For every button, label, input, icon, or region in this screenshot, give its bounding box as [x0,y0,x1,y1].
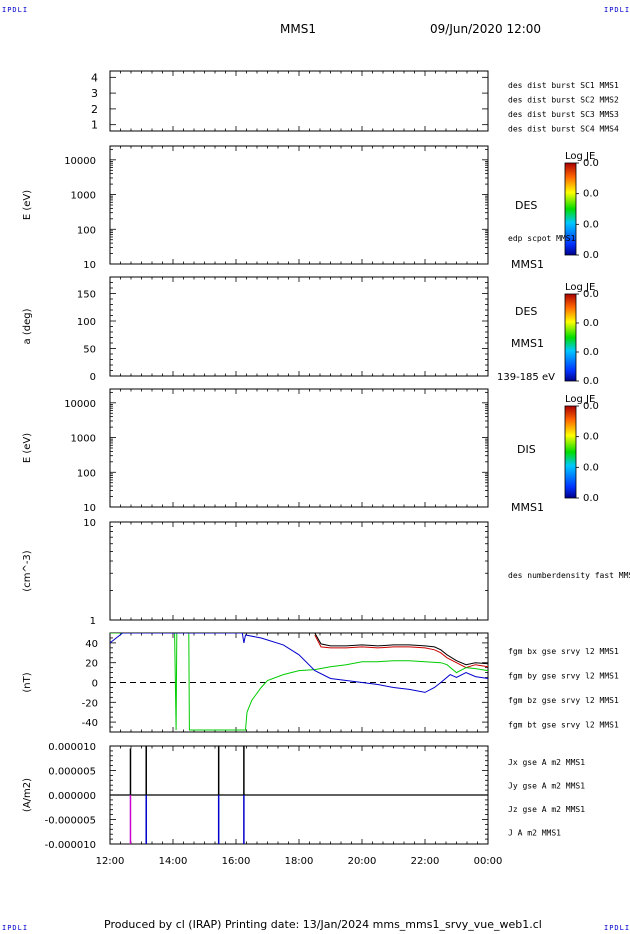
spacecraft-title: MMS1 [280,22,316,36]
date-title: 09/Jun/2020 12:00 [430,22,542,36]
time-tick-label: 18:00 [285,856,314,867]
fgm-ylabel: (nT) [22,672,33,692]
fgm-ytick-label: -40 [82,718,98,729]
des_pitch-ytick-label: 150 [77,290,96,301]
current-ylabel: (A/m2) [22,778,33,812]
density-ylabel: (cm^-3) [22,550,33,591]
fgm-legend-entry: fgm bt gse srvy l2 MMS1 [508,721,619,730]
current-ytick-label: 0.000000 [48,791,96,802]
des-pitch-label: DES [515,305,537,318]
des-energy-sc-label: MMS1 [511,258,544,271]
footer-credit: Produced by cl (IRAP) Printing date: 13/… [104,918,542,931]
density-panel [109,521,489,621]
current-legend-entry: Jy gse A m2 MMS1 [508,782,585,791]
current-ytick-label: -0.000010 [45,840,96,851]
fgm-legend-entry: fgm bx gse srvy l2 MMS1 [508,647,619,656]
colorbar-tick-label: 0.0 [583,219,599,230]
des_pitch-panel [109,276,489,377]
des_pitch-ytick-label: 100 [77,317,96,328]
colorbar-tick-label: 0.0 [583,432,599,443]
colorbar-title: Log JE [565,394,595,405]
des_energy-ytick-label: 1000 [71,191,96,202]
fgm-ytick-label: -20 [82,698,98,709]
fgm-legend-entry: fgm bz gse srvy l2 MMS1 [508,696,619,705]
burst-legend-entry: des dist burst SC4 MMS4 [508,125,619,134]
des-energy-label: DES [515,199,537,212]
dis_energy-ytick-label: 10 [83,503,96,514]
current-ytick-label: 0.000010 [48,742,96,753]
time-tick-label: 16:00 [222,856,251,867]
dis_energy-ytick-label: 100 [77,468,96,479]
fgm-series-bt [314,633,488,666]
des_energy-ylabel: E (eV) [22,190,33,220]
colorbar-tick-label: 0.0 [583,289,599,300]
colorbar-tick-label: 0.0 [583,158,599,169]
colorbar [564,293,577,382]
scpot-label: edp scpot MMS1 [508,234,576,243]
fgm-ytick-label: 20 [85,659,98,670]
fgm-series-bx [314,634,488,669]
density-ytick-label: 1 [90,616,96,627]
des_energy-ytick-label: 10000 [64,156,96,167]
colorbar-title: Log JE [565,151,595,162]
colorbar [564,162,577,256]
des_energy-ytick-label: 100 [77,225,96,236]
current-ytick-label: -0.000005 [45,816,96,827]
corner-mark-tl: IPDLI [2,6,29,14]
current-legend-entry: Jz gse A m2 MMS1 [508,805,585,814]
current-legend-entry: J A m2 MMS1 [508,829,561,838]
burst-legend-entry: des dist burst SC3 MMS3 [508,110,619,119]
dis_energy-panel [109,388,489,508]
current-legend-entry: Jx gse A m2 MMS1 [508,758,585,767]
time-tick-label: 00:00 [474,856,503,867]
colorbar-tick-label: 0.0 [583,462,599,473]
density-ytick-label: 10 [83,518,96,529]
colorbar-tick-label: 0.0 [583,189,599,200]
fgm-ytick-label: 0 [92,679,98,690]
des_energy-panel [109,145,489,265]
colorbar-tick-label: 0.0 [583,401,599,412]
fgm-legend-entry: fgm by gse srvy l2 MMS1 [508,672,619,681]
colorbar-tick-label: 0.0 [583,250,599,261]
burst-ytick-label: 3 [91,87,98,100]
dis_energy-ylabel: E (eV) [22,433,33,463]
current-ytick-label: 0.000005 [48,767,96,778]
burst-ytick-label: 1 [91,119,98,132]
fgm-series-bz [110,633,488,693]
burst-legend-entry: des dist burst SC2 MMS2 [508,96,619,105]
des_pitch-ytick-label: 0 [90,372,96,383]
time-tick-label: 20:00 [348,856,377,867]
dis_energy-ytick-label: 1000 [71,434,96,445]
des_pitch-ytick-label: 50 [83,345,96,356]
time-tick-label: 22:00 [411,856,440,867]
colorbar-tick-label: 0.0 [583,376,599,387]
dis_energy-ytick-label: 10000 [64,399,96,410]
des-pitch-sc-label: MMS1 [511,337,544,350]
burst-ytick-label: 2 [91,103,98,116]
colorbar-tick-label: 0.0 [583,318,599,329]
energy-band-label: 139-185 eV [497,372,555,383]
colorbar-title: Log JE [565,282,595,293]
colorbar-tick-label: 0.0 [583,347,599,358]
des_energy-ytick-label: 10 [83,260,96,271]
dis-energy-sc-label: MMS1 [511,501,544,514]
corner-mark-tr: IPDLI [604,6,630,14]
corner-mark-br: IPDLI [604,924,630,932]
colorbar [564,405,577,499]
time-tick-label: 14:00 [159,856,188,867]
dis-energy-label: DIS [517,443,536,456]
burst-panel [109,70,489,132]
fgm-ytick-label: 40 [85,639,98,650]
des_pitch-ylabel: a (deg) [22,308,33,344]
burst-ytick-label: 4 [91,71,98,84]
time-tick-label: 12:00 [96,856,125,867]
burst-legend-entry: des dist burst SC1 MMS1 [508,81,619,90]
fgm-series-by [110,633,488,731]
corner-mark-bl: IPDLI [2,924,29,932]
colorbar-tick-label: 0.0 [583,493,599,504]
density-legend-entry: des numberdensity fast MMS1 [508,571,630,580]
